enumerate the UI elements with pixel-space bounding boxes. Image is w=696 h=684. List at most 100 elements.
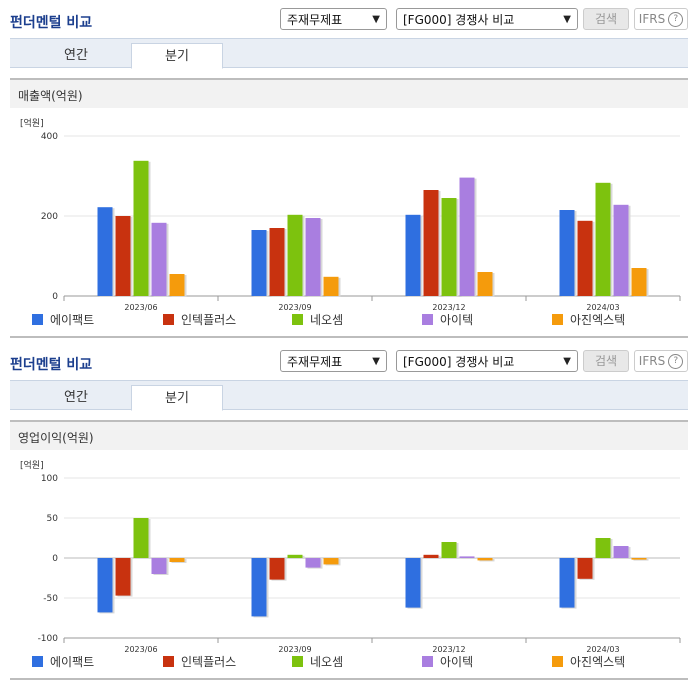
legend-label[interactable]: 네오셈 [310,313,343,327]
bar-아진엑스텍-2024/03[interactable] [631,268,647,296]
bar-아이텍-2023/09[interactable] [305,218,321,296]
bar-네오셈-2024/03[interactable] [595,538,611,558]
y-tick-label: 200 [41,212,58,222]
bar-에이팩트-2023/06[interactable] [97,558,113,613]
bar-에이팩트-2024/03[interactable] [559,210,575,296]
chevron-down-icon: ▼ [372,356,380,367]
ifrs-button[interactable]: IFRS? [634,350,688,372]
bar-에이팩트-2023/06[interactable] [97,207,113,296]
tab-quarterly[interactable]: 분기 [131,385,223,411]
bar-아이텍-2023/09[interactable] [305,558,321,568]
bar-shadow [633,559,649,561]
bar-네오셈-2023/06[interactable] [133,160,149,296]
bar-인텍플러스-2023/09[interactable] [269,558,285,580]
ifrs-button[interactable]: IFRS? [634,8,688,30]
chevron-down-icon: ▼ [563,14,571,25]
help-icon[interactable]: ? [668,354,684,369]
legend-swatch [163,656,174,667]
chevron-down-icon: ▼ [372,14,380,25]
legend-label[interactable]: 인텍플러스 [181,313,236,327]
bar-인텍플러스-2024/03[interactable] [577,220,593,296]
sales-bar-chart: [억원] 0 200 400 2023/06 2023/09 2023/12 2024/03 에… [20,117,681,327]
bar-아이텍-2023/06[interactable] [151,222,167,296]
bar-아이텍-2023/12[interactable] [459,556,475,558]
help-icon[interactable]: ? [668,12,684,27]
y-tick-label: -50 [43,594,58,604]
legend-swatch [32,314,43,325]
peer-group-select[interactable]: [FG000] 경쟁사 비교 ▼ [396,8,578,30]
bar-인텍플러스-2023/09[interactable] [269,228,285,296]
bar-인텍플러스-2023/12[interactable] [423,554,439,558]
legend-label[interactable]: 아이텍 [440,313,473,327]
divider [10,678,688,680]
bar-아이텍-2024/03[interactable] [613,546,629,558]
bar-네오셈-2023/12[interactable] [441,198,457,296]
bar-네오셈-2023/06[interactable] [133,518,149,558]
x-tick-label: 2023/12 [432,645,465,654]
search-button[interactable]: 검색 [583,350,629,372]
section-title: 영업이익(억원) [18,431,94,445]
y-tick-label: -100 [38,634,59,644]
bar-아진엑스텍-2023/06[interactable] [169,274,185,296]
bar-에이팩트-2023/12[interactable] [405,214,421,296]
legend-swatch [163,314,174,325]
bar-인텍플러스-2024/03[interactable] [577,558,593,579]
y-unit-label: [억원] [20,117,44,129]
bar-네오셈-2023/12[interactable] [441,542,457,558]
period-tabs: 연간 분기 [10,38,688,69]
tab-annual[interactable]: 연간 [64,48,88,63]
statement-select-value: 주재무제표 [287,355,343,369]
divider [10,336,688,338]
y-tick-label: 0 [52,554,58,564]
peer-group-select[interactable]: [FG000] 경쟁사 비교 ▼ [396,350,578,372]
statement-select[interactable]: 주재무제표 ▼ [280,350,387,372]
x-tick-label: 2023/06 [124,303,157,312]
search-button[interactable]: 검색 [583,8,629,30]
bar-아이텍-2023/06[interactable] [151,558,167,574]
legend-label[interactable]: 에이팩트 [50,313,94,327]
x-tick-label: 2023/09 [278,645,311,654]
bar-에이팩트-2024/03[interactable] [559,558,575,608]
tab-annual[interactable]: 연간 [64,390,88,405]
bar-아진엑스텍-2023/09[interactable] [323,558,339,565]
y-tick-label: 50 [47,514,59,524]
statement-select-value: 주재무제표 [287,13,343,27]
statement-select[interactable]: 주재무제표 ▼ [280,8,387,30]
bar-아진엑스텍-2023/09[interactable] [323,276,339,296]
legend-label[interactable]: 에이팩트 [50,655,94,669]
section-title: 매출액(억원) [18,89,83,103]
bar-에이팩트-2023/09[interactable] [251,558,267,617]
bar-아진엑스텍-2023/06[interactable] [169,558,185,562]
legend-label[interactable]: 네오셈 [310,655,343,669]
period-tabs: 연간 분기 [10,380,688,411]
bar-인텍플러스-2023/06[interactable] [115,216,131,296]
fundamental-panel-operating-profit: 펀더멘털 비교 주재무제표 ▼ [FG000] 경쟁사 비교 ▼ 검색 IFRS? … [0,342,696,684]
bar-아진엑스텍-2024/03[interactable] [631,558,647,560]
tab-quarterly[interactable]: 분기 [131,43,223,69]
legend-label[interactable]: 아진엑스텍 [570,313,625,327]
legend-swatch [32,656,43,667]
bar-아진엑스텍-2023/12[interactable] [477,558,493,561]
panel-header: 펀더멘털 비교 주재무제표 ▼ [FG000] 경쟁사 비교 ▼ 검색 IFRS? [0,0,696,36]
bar-shadow [461,557,477,559]
x-tick-label: 2024/03 [586,645,619,654]
legend-label[interactable]: 인텍플러스 [181,655,236,669]
x-tick-label: 2023/12 [432,303,465,312]
legend-label[interactable]: 아진엑스텍 [570,655,625,669]
y-tick-label: 400 [41,132,58,142]
bar-네오셈-2023/09[interactable] [287,214,303,296]
bar-아이텍-2024/03[interactable] [613,204,629,296]
bar-에이팩트-2023/09[interactable] [251,230,267,296]
legend-swatch [422,656,433,667]
bar-아진엑스텍-2023/12[interactable] [477,272,493,296]
bar-아이텍-2023/12[interactable] [459,177,475,296]
panel-title: 펀더멘털 비교 [10,15,93,31]
bar-네오셈-2023/09[interactable] [287,554,303,558]
bar-인텍플러스-2023/06[interactable] [115,558,131,596]
legend-label[interactable]: 아이텍 [440,655,473,669]
fundamental-panel-sales: 펀더멘털 비교 주재무제표 ▼ [FG000] 경쟁사 비교 ▼ 검색 IFRS? … [0,0,696,338]
x-tick-label: 2023/09 [278,303,311,312]
bar-인텍플러스-2023/12[interactable] [423,190,439,296]
bar-네오셈-2024/03[interactable] [595,182,611,296]
bar-에이팩트-2023/12[interactable] [405,558,421,608]
